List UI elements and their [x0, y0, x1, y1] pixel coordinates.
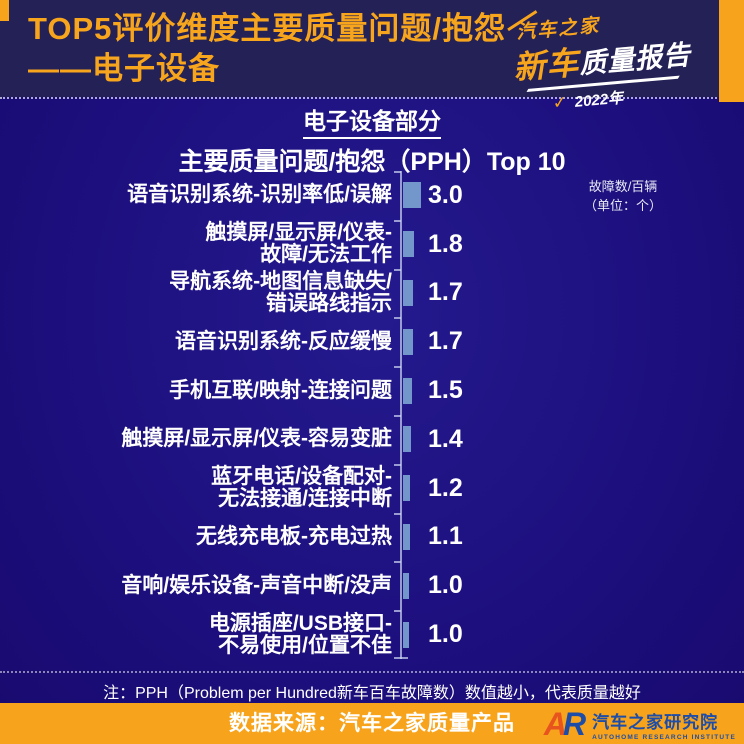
axis-tick [394, 463, 401, 466]
check-icon: ✓ [551, 92, 568, 113]
page-title-line2: ——电子设备 [28, 51, 220, 86]
axis-tick [394, 657, 408, 659]
bar [403, 328, 414, 355]
bar-row: 导航系统-地图信息缺失/ 错误路线指示 1.7 [40, 269, 720, 318]
bar-value: 1.0 [428, 620, 463, 649]
axis-tick [394, 171, 401, 173]
bar-row: 音响/娱乐设备-声音中断/没声 1.0 [40, 561, 720, 610]
unit-note-line2: （单位：个） [583, 198, 662, 213]
bar-row: 手机互联/映射-连接问题 1.5 [40, 366, 720, 415]
bar-value: 1.7 [428, 278, 463, 307]
axis-tick [394, 219, 401, 222]
org-logo: AR 汽车之家研究院 AUTOHOME RESEARCH INSTITUTE [544, 706, 736, 743]
chart-header: 电子设备部分 主要质量问题/抱怨（PPH）Top 10 [0, 102, 744, 178]
corner-accent-right [719, 0, 744, 102]
bar-chart: 语音识别系统-识别率低/误解 3.0 触摸屏/显示屏/仪表- 故障/无法工作 1… [40, 171, 720, 659]
bar-value: 1.4 [428, 424, 463, 453]
footnote: 注：PPH（Problem per Hundred新车百车故障数）数值越小，代表… [103, 685, 641, 702]
axis-tick [394, 415, 401, 417]
org-names: 汽车之家研究院 AUTOHOME RESEARCH INSTITUTE [592, 708, 736, 741]
footer: 数据来源：汽车之家质量产品 AR 汽车之家研究院 AUTOHOME RESEAR… [0, 703, 744, 744]
bar-row: 语音识别系统-识别率低/误解 3.0 [40, 171, 720, 220]
bar-label: 导航系统-地图信息缺失/ 错误路线指示 [169, 269, 392, 315]
page-title-line1: TOP5评价维度主要质量问题/抱怨 [28, 11, 507, 46]
monogram-r: R [563, 706, 586, 742]
org-name-cn: 汽车之家研究院 [592, 713, 719, 732]
bar [403, 621, 409, 648]
bar [403, 572, 409, 599]
bar-label: 音响/娱乐设备-声音中断/没声 [121, 573, 392, 597]
bar-row: 无线充电板-充电过热 1.1 [40, 513, 720, 562]
bar-value: 1.8 [428, 229, 463, 258]
bar-value: 1.7 [428, 327, 463, 356]
axis-tick [394, 268, 401, 271]
bar [403, 523, 410, 550]
bar-value: 1.0 [428, 571, 463, 600]
bar-label: 无线充电板-充电过热 [196, 524, 392, 548]
bar-value: 1.5 [428, 376, 463, 405]
bar [403, 182, 421, 209]
bar-label: 电源插座/USB接口- 不易使用/位置不佳 [208, 611, 392, 657]
org-name-en: AUTOHOME RESEARCH INSTITUTE [592, 734, 736, 741]
data-source: 数据来源：汽车之家质量产品 [229, 712, 515, 735]
bar-row: 电源插座/USB接口- 不易使用/位置不佳 1.0 [40, 610, 720, 659]
bar-label: 蓝牙电话/设备配对- 无法接通/连接中断 [211, 465, 392, 511]
bar [403, 377, 412, 404]
bar-row: 蓝牙电话/设备配对- 无法接通/连接中断 1.2 [40, 464, 720, 513]
axis-tick [394, 561, 401, 564]
bar-label: 手机互联/映射-连接问题 [169, 378, 392, 402]
monogram-a: A [543, 706, 567, 742]
bar [403, 426, 412, 453]
chart-subtitle: 主要质量问题/抱怨（PPH）Top 10 [178, 148, 566, 176]
axis-tick [394, 512, 401, 515]
bar [403, 279, 414, 306]
bar [403, 475, 411, 502]
chart-section-title: 电子设备部分 [303, 102, 441, 139]
bar-label: 语音识别系统-识别率低/误解 [127, 183, 392, 207]
bar [403, 231, 414, 258]
report-title-orange: 新车 [511, 44, 581, 86]
report-title-white: 质量报告 [578, 39, 693, 80]
dotted-divider-top [0, 97, 744, 99]
bar-value: 1.2 [428, 473, 463, 502]
dotted-divider-bottom [0, 671, 744, 673]
axis-tick [394, 366, 401, 369]
bar-label: 触摸屏/显示屏/仪表-容易变脏 [121, 427, 392, 451]
bar-value: 1.1 [428, 522, 463, 551]
bar-row: 触摸屏/显示屏/仪表- 故障/无法工作 1.8 [40, 220, 720, 269]
bar-row: 触摸屏/显示屏/仪表-容易变脏 1.4 [40, 415, 720, 464]
corner-accent-left [0, 0, 9, 21]
axis-tick [394, 317, 401, 320]
axis-tick [394, 610, 401, 613]
category-axis-line [400, 171, 402, 659]
page-title: TOP5评价维度主要质量问题/抱怨 ——电子设备 [28, 9, 506, 89]
report-logo: 汽车之家 新车质量报告 ✓ 2022年 [507, 2, 702, 117]
unit-note-line1: 故障数/百辆 [588, 179, 658, 194]
unit-note: 故障数/百辆 （单位：个） [553, 177, 693, 215]
bar-label: 触摸屏/显示屏/仪表- 故障/无法工作 [205, 221, 392, 267]
header: TOP5评价维度主要质量问题/抱怨 ——电子设备 汽车之家 新车质量报告 ✓ 20… [0, 0, 744, 113]
bar-value: 3.0 [428, 180, 463, 209]
year-text: 2022年 [574, 89, 624, 111]
bar-label: 语音识别系统-反应缓慢 [175, 329, 392, 353]
ar-monogram-icon: AR [543, 706, 586, 743]
bar-row: 语音识别系统-反应缓慢 1.7 [40, 317, 720, 366]
